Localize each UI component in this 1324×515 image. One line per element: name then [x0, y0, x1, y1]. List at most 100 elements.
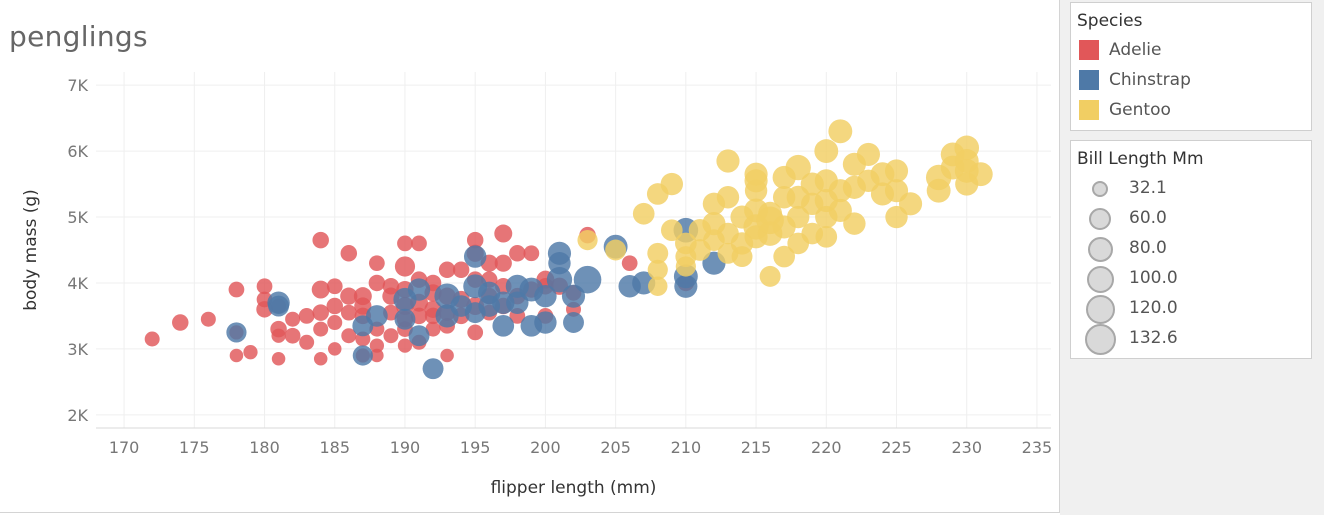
data-point-gentoo — [856, 142, 880, 166]
legend-label-chinstrap: Chinstrap — [1109, 70, 1191, 90]
data-point-adelie — [397, 338, 413, 353]
data-point-adelie — [452, 261, 470, 279]
data-point-adelie — [298, 308, 315, 324]
legend-item-adelie[interactable]: Adelie — [1079, 38, 1162, 62]
x-axis-title: flipper length (mm) — [491, 478, 657, 498]
chart-panel: penglings 170 175 180 185 190 195 200 205 210 215… — [0, 0, 1060, 513]
data-point-gentoo — [632, 202, 655, 225]
data-point-adelie — [312, 231, 329, 249]
data-point-gentoo — [828, 119, 853, 144]
x-tick-label: 230 — [951, 438, 982, 457]
size-circle-icon — [1085, 324, 1116, 355]
data-point-adelie — [340, 304, 357, 321]
size-circle-icon — [1086, 295, 1115, 324]
size-item-0: 32.1 — [1077, 174, 1197, 204]
y-tick-label: 7K — [67, 76, 88, 95]
data-point-gentoo — [843, 212, 866, 235]
data-point-gentoo — [716, 149, 740, 173]
data-point-gentoo — [898, 192, 923, 216]
size-item-1: 60.0 — [1077, 204, 1197, 234]
data-point-adelie — [284, 327, 301, 344]
data-point-adelie — [341, 328, 357, 344]
x-tick-label: 195 — [460, 438, 491, 457]
y-tick-label: 4K — [67, 274, 88, 293]
y-tick-label: 6K — [67, 142, 88, 161]
x-tick-label: 200 — [530, 438, 561, 457]
x-tick-label: 210 — [671, 438, 702, 457]
data-point-adelie — [369, 255, 385, 272]
data-point-adelie — [312, 304, 329, 321]
x-tick-label: 205 — [600, 438, 631, 457]
data-point-adelie — [144, 331, 160, 347]
data-point-chinstrap — [534, 311, 557, 334]
data-point-chinstrap — [408, 325, 430, 347]
data-point-gentoo — [675, 256, 696, 277]
x-tick-label: 175 — [179, 438, 210, 457]
data-point-gentoo — [787, 205, 810, 229]
size-legend-title: Bill Length Mm — [1077, 149, 1204, 169]
legend-sidebar: Species Adelie Chinstrap Gentoo Bill Len… — [1060, 0, 1324, 515]
size-label: 60.0 — [1129, 208, 1167, 228]
x-tick-label: 220 — [811, 438, 842, 457]
data-point-adelie — [466, 231, 484, 249]
y-axis-title: body mass (g) — [21, 189, 41, 311]
data-point-gentoo — [815, 225, 838, 248]
data-point-gentoo — [759, 265, 781, 287]
legend-item-gentoo[interactable]: Gentoo — [1079, 98, 1171, 122]
size-item-4: 120.0 — [1077, 294, 1197, 324]
size-circle-icon — [1088, 237, 1113, 262]
data-point-adelie — [397, 235, 413, 252]
data-point-adelie — [271, 352, 286, 366]
data-point-gentoo — [814, 139, 839, 164]
adelie-swatch — [1079, 40, 1099, 60]
y-tick-label: 2K — [67, 406, 88, 425]
size-circle-icon — [1087, 266, 1114, 293]
data-point-adelie — [229, 348, 244, 363]
x-tick-label: 170 — [109, 438, 140, 457]
chart-title: penglings — [9, 20, 148, 53]
data-point-chinstrap — [352, 345, 373, 366]
data-point-adelie — [313, 352, 328, 366]
species-legend[interactable]: Species Adelie Chinstrap Gentoo — [1070, 2, 1312, 131]
size-legend[interactable]: Bill Length Mm 32.1 60.0 80.0 100.0 120.… — [1070, 140, 1312, 359]
data-point-chinstrap — [394, 308, 416, 330]
data-point-adelie — [394, 256, 416, 277]
data-point-adelie — [326, 278, 343, 295]
x-tick-label: 185 — [319, 438, 350, 457]
data-point-adelie — [228, 281, 245, 298]
size-label: 100.0 — [1129, 268, 1178, 288]
data-point-adelie — [467, 324, 484, 341]
data-point-adelie — [311, 280, 330, 299]
legend-label-gentoo: Gentoo — [1109, 100, 1171, 120]
legend-item-chinstrap[interactable]: Chinstrap — [1079, 68, 1191, 92]
size-item-5: 132.6 — [1077, 324, 1197, 355]
data-point-adelie — [383, 328, 399, 344]
data-point-adelie — [340, 245, 358, 262]
data-point-chinstrap — [422, 358, 444, 380]
size-item-3: 100.0 — [1077, 264, 1197, 294]
data-point-chinstrap — [546, 266, 573, 293]
data-point-gentoo — [773, 245, 795, 268]
data-point-gentoo — [605, 239, 627, 261]
x-tick-label: 180 — [249, 438, 280, 457]
x-tick-label: 215 — [741, 438, 772, 457]
data-point-gentoo — [716, 186, 740, 209]
data-point-adelie — [411, 235, 427, 252]
data-point-adelie — [425, 321, 441, 337]
size-circle-icon — [1089, 208, 1111, 230]
data-point-gentoo — [744, 169, 768, 193]
data-point-adelie — [271, 328, 286, 343]
data-point-chinstrap — [463, 245, 487, 268]
data-point-gentoo — [647, 259, 668, 280]
size-label: 120.0 — [1129, 298, 1178, 318]
x-tick-label: 235 — [1022, 438, 1053, 457]
data-point-chinstrap — [366, 305, 388, 327]
data-point-adelie — [172, 314, 189, 331]
data-point-adelie — [368, 274, 386, 292]
scatter-plot[interactable]: 170 175 180 185 190 195 200 205 210 215 220 225 230 2… — [0, 0, 1059, 512]
data-point-adelie — [440, 348, 454, 363]
data-point-chinstrap — [563, 312, 584, 333]
data-point-chinstrap — [573, 265, 602, 294]
data-point-gentoo — [731, 246, 753, 268]
data-point-adelie — [243, 345, 258, 360]
